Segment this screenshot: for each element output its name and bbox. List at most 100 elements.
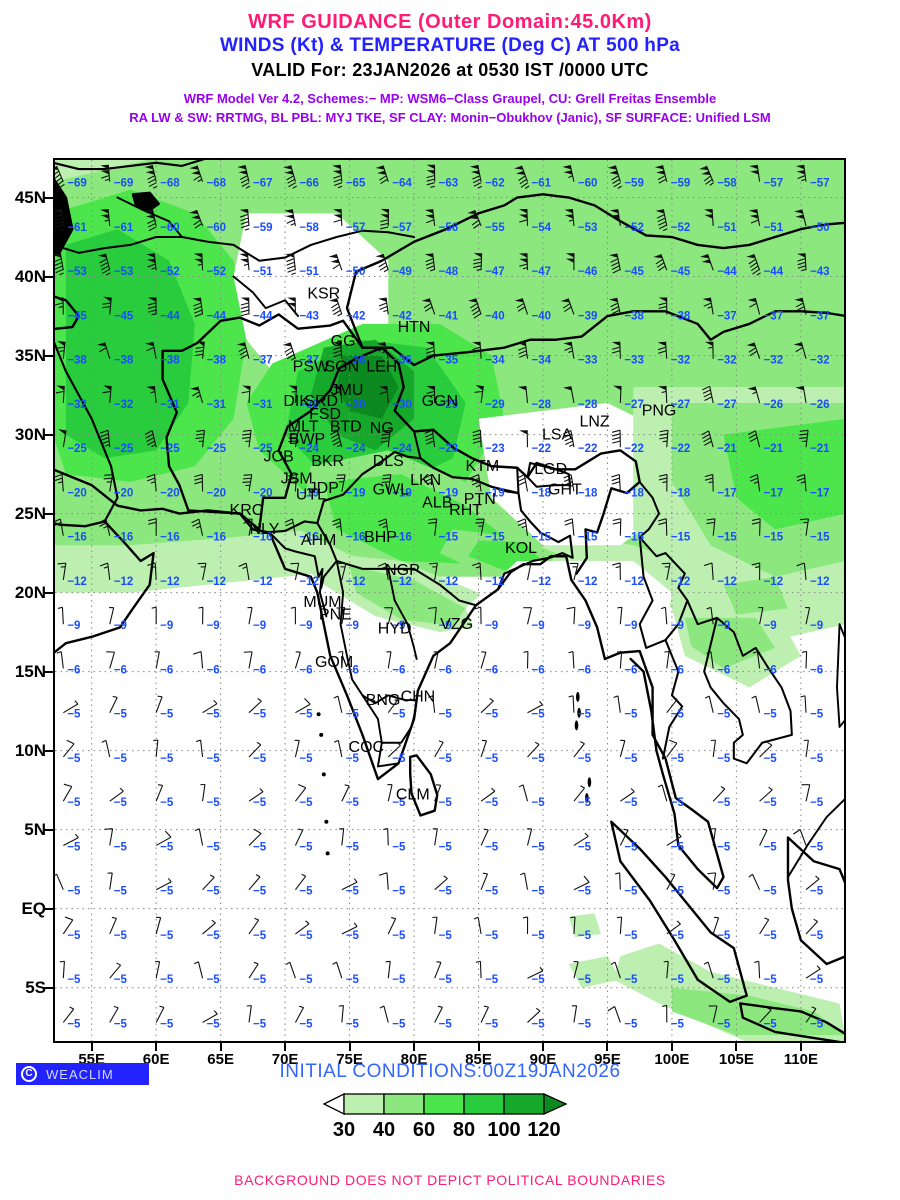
svg-text:−9: −9 [764,620,777,632]
svg-text:−5: −5 [67,886,81,898]
svg-text:−5: −5 [717,930,731,942]
lat-tick-label: 5N [0,820,46,840]
svg-text:−9: −9 [810,620,823,632]
svg-text:−69: −69 [67,178,87,190]
svg-text:−5: −5 [671,974,685,986]
svg-text:−44: −44 [160,310,180,322]
svg-text:−5: −5 [67,930,81,942]
city-label: VZG [440,616,473,633]
lat-tick-label: 35N [0,346,46,366]
svg-text:−45: −45 [67,310,87,322]
svg-text:−5: −5 [207,1018,221,1030]
svg-text:−5: −5 [439,709,453,721]
svg-text:−5: −5 [392,841,406,853]
svg-text:−5: −5 [253,709,267,721]
svg-text:−22: −22 [671,443,691,455]
svg-text:−5: −5 [717,753,731,765]
city-label: LNZ [579,414,609,431]
svg-text:−5: −5 [810,930,824,942]
svg-text:−51: −51 [717,222,737,234]
city-label: PNE [319,606,352,623]
scheme-line-1: WRF Model Ver 4.2, Schemes:− MP: WSM6−Cl… [0,83,900,108]
svg-text:−5: −5 [810,1018,824,1030]
svg-text:−5: −5 [485,974,499,986]
svg-text:−52: −52 [624,222,644,234]
lon-tick-mark [284,1043,286,1051]
svg-text:−60: −60 [160,222,180,234]
svg-text:−5: −5 [439,797,453,809]
svg-text:−6: −6 [207,664,220,676]
svg-text:−38: −38 [671,310,691,322]
island [317,712,321,716]
svg-text:−5: −5 [671,709,685,721]
city-label: GOM [315,654,353,671]
svg-text:−45: −45 [671,266,691,278]
svg-text:−5: −5 [67,974,81,986]
svg-text:−26: −26 [764,399,784,411]
island [575,720,579,730]
svg-text:−5: −5 [207,753,221,765]
svg-text:−5: −5 [114,797,128,809]
svg-text:−5: −5 [392,709,406,721]
svg-text:−54: −54 [532,222,552,234]
svg-text:−67: −67 [253,178,273,190]
svg-text:−20: −20 [253,487,273,499]
coastline [410,755,437,815]
svg-text:−5: −5 [346,797,360,809]
svg-text:−12: −12 [346,576,366,588]
svg-text:−5: −5 [392,930,406,942]
city-label: BHP [364,529,397,546]
svg-text:−39: −39 [578,310,598,322]
svg-text:−5: −5 [392,886,406,898]
svg-text:−5: −5 [160,974,174,986]
svg-text:−9: −9 [624,620,637,632]
svg-text:−5: −5 [532,709,546,721]
svg-text:−38: −38 [160,355,180,367]
svg-text:−9: −9 [532,620,545,632]
lat-tick-mark [44,829,53,831]
svg-text:−33: −33 [578,355,598,367]
svg-text:−5: −5 [624,709,638,721]
svg-text:−16: −16 [207,532,227,544]
svg-text:−15: −15 [578,532,598,544]
svg-text:−5: −5 [578,753,592,765]
city-label: BTD [330,418,362,435]
svg-text:−63: −63 [439,178,459,190]
svg-text:−5: −5 [207,974,221,986]
svg-text:−32: −32 [764,355,784,367]
svg-text:−9: −9 [160,620,173,632]
svg-text:−9: −9 [207,620,220,632]
lon-tick-mark [800,1043,802,1051]
svg-text:−44: −44 [253,310,273,322]
svg-text:−5: −5 [485,797,499,809]
city-label: LKN [410,472,441,489]
svg-text:−5: −5 [253,886,267,898]
svg-text:−5: −5 [578,709,592,721]
valid-time: VALID For: 23JAN2026 at 0530 IST /0000 U… [0,58,900,83]
svg-text:−5: −5 [114,709,128,721]
svg-text:−30: −30 [346,399,366,411]
lat-tick-label: 40N [0,267,46,287]
lat-tick-label: 45N [0,188,46,208]
svg-text:−32: −32 [717,355,737,367]
svg-text:−5: −5 [114,886,128,898]
weather-map-plot[interactable]: −69 −69 −68 −68 −67 −66 −65 −64 −63 −62 −61 −60 −59 −… [53,158,846,1043]
svg-text:−25: −25 [160,443,180,455]
svg-text:−27: −27 [717,399,737,411]
lat-tick-mark [44,908,53,910]
svg-text:−41: −41 [439,310,459,322]
svg-text:−17: −17 [717,487,737,499]
svg-text:−9: −9 [253,620,266,632]
svg-text:−5: −5 [624,930,638,942]
svg-text:−35: −35 [439,355,459,367]
svg-text:−5: −5 [485,841,499,853]
svg-text:−64: −64 [392,178,412,190]
svg-text:−18: −18 [624,487,644,499]
city-label: AHM [301,532,337,549]
island [324,820,328,824]
svg-text:−57: −57 [764,178,784,190]
svg-text:−12: −12 [67,576,87,588]
svg-text:−6: −6 [764,664,777,676]
svg-text:−5: −5 [578,841,592,853]
svg-text:−49: −49 [392,266,412,278]
